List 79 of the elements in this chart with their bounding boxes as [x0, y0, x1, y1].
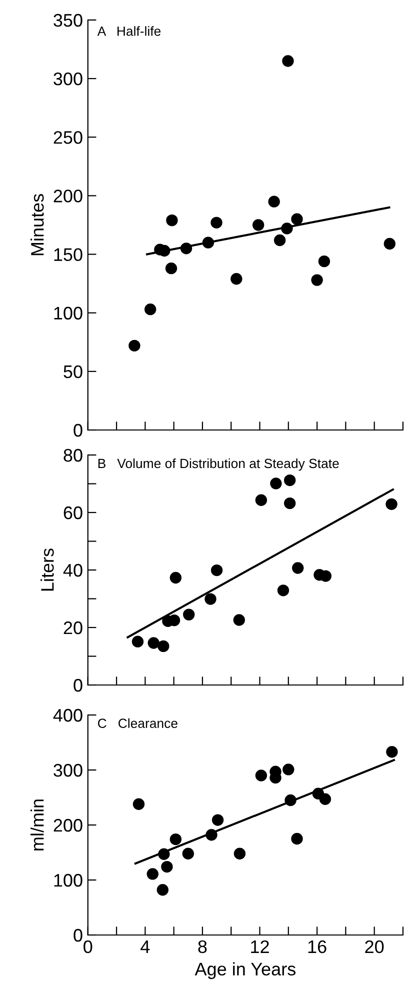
y-tick-label: 50	[64, 365, 82, 378]
point	[166, 214, 178, 226]
point	[270, 478, 282, 490]
point	[318, 255, 330, 268]
y-tick-label: 150	[54, 248, 82, 262]
point	[292, 562, 304, 574]
point	[170, 833, 182, 846]
chart-title: B Volume of Distribution at Steady State	[98, 458, 339, 471]
point	[311, 274, 323, 286]
point	[158, 848, 170, 860]
point	[210, 564, 223, 576]
point	[284, 497, 296, 510]
point	[268, 196, 280, 208]
y-tick-label: 100	[54, 874, 82, 887]
y-axis-title: ml/min	[30, 800, 44, 850]
point	[384, 238, 396, 250]
point	[255, 494, 268, 506]
y-tick-label: 80	[64, 448, 82, 462]
y-tick-label: 40	[63, 564, 82, 577]
point	[132, 798, 145, 810]
point	[156, 884, 168, 896]
point	[204, 593, 216, 605]
x-tick-label: 8	[198, 940, 207, 954]
point	[212, 814, 224, 826]
point	[386, 498, 398, 510]
point	[182, 848, 194, 860]
point	[158, 640, 170, 652]
point	[274, 234, 286, 246]
y-tick-label: 400	[53, 708, 82, 722]
y-tick-label: 0	[74, 678, 82, 692]
point	[170, 572, 182, 584]
point	[284, 474, 296, 486]
x-tick-label: 4	[140, 940, 150, 953]
x-axis-title: Age in Years	[194, 962, 296, 980]
point	[146, 868, 158, 880]
point	[144, 304, 156, 316]
point	[282, 55, 294, 67]
point	[386, 746, 398, 758]
y-axis-title: Liters	[40, 548, 54, 591]
y-tick-label: 0	[74, 424, 82, 437]
point	[183, 608, 195, 620]
point	[165, 262, 178, 274]
y-tick-label: 200	[54, 818, 82, 832]
y-tick-label: 200	[54, 190, 82, 202]
y-tick-label: 20	[64, 621, 82, 634]
point	[284, 794, 296, 806]
chart-title: C Clearance	[98, 718, 178, 728]
y-tick-label: 100	[54, 306, 82, 320]
y-tick-label: 300	[54, 764, 82, 777]
x-tick-label: 20	[365, 940, 384, 954]
point	[282, 764, 294, 776]
point	[210, 216, 222, 228]
point	[206, 829, 218, 841]
point	[252, 219, 264, 231]
point	[128, 340, 140, 352]
y-tick-label: 250	[54, 131, 82, 144]
point	[180, 242, 192, 254]
point	[291, 213, 303, 225]
y-tick-label: 60	[64, 506, 82, 520]
point	[132, 636, 144, 648]
point	[233, 614, 245, 626]
point	[291, 832, 303, 845]
y-tick-label: 300	[54, 72, 82, 86]
y-tick-label: 350	[54, 14, 82, 27]
point	[319, 793, 332, 805]
point	[277, 584, 290, 596]
x-tick-label: 16	[308, 940, 326, 954]
point	[255, 770, 268, 782]
point	[230, 273, 242, 285]
point	[281, 222, 293, 234]
point	[161, 860, 173, 873]
point	[148, 637, 160, 649]
x-tick-label: 12	[251, 940, 269, 953]
point	[234, 848, 246, 860]
chart-title: A Half-life	[97, 26, 161, 36]
x-tick-label: 0	[84, 940, 92, 954]
y-axis-title: Minutes	[30, 194, 44, 256]
point	[202, 236, 214, 248]
y-tick-label: 0	[74, 928, 82, 942]
